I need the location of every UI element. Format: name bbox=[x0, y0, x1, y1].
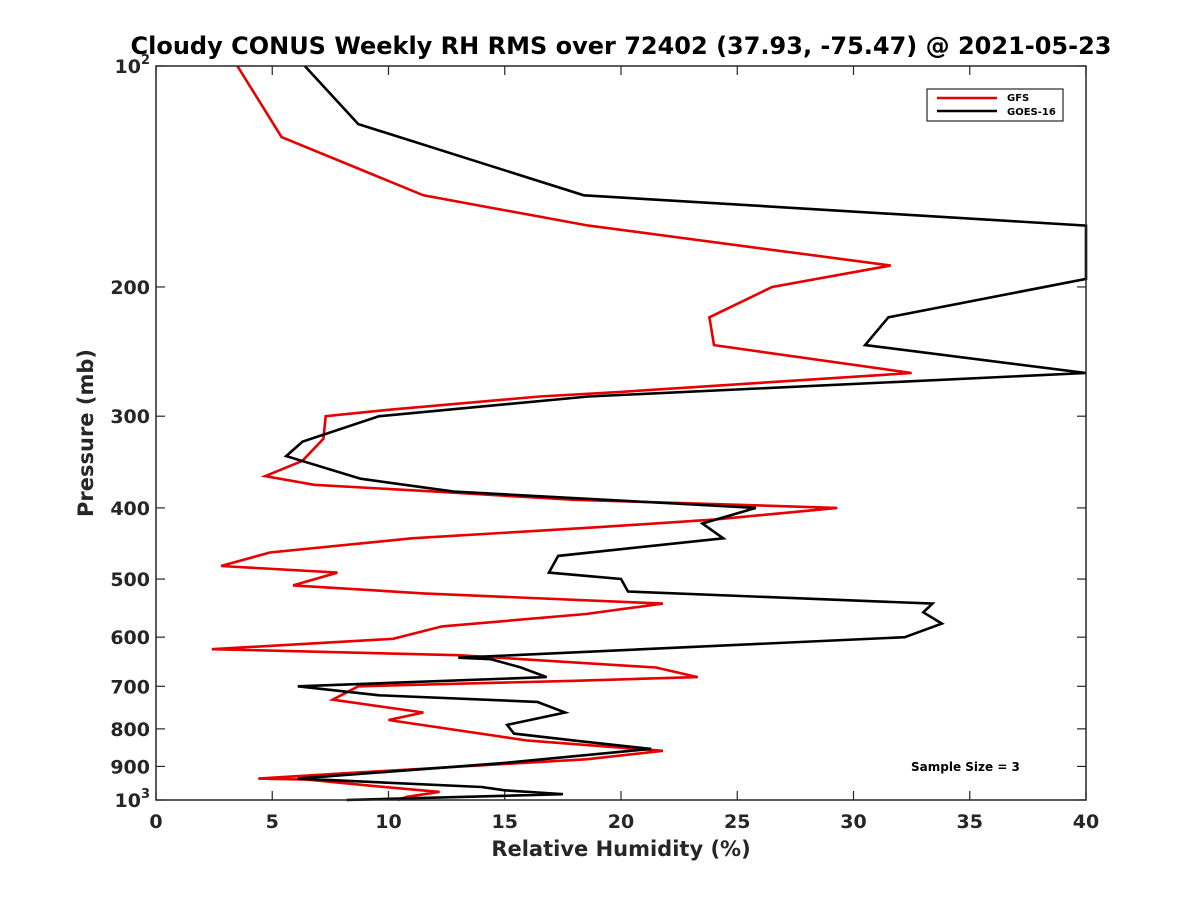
legend-box bbox=[926, 88, 1064, 122]
y-tick-label: 900 bbox=[110, 756, 150, 778]
y-tick-label-base: 500 bbox=[110, 569, 150, 591]
x-tick-label: 10 bbox=[375, 811, 401, 833]
y-tick-label-base: 10 bbox=[115, 790, 141, 812]
x-tick-label: 20 bbox=[608, 811, 634, 833]
y-tick-label-exponent: 2 bbox=[141, 53, 150, 68]
legend-label-gfs: GFS bbox=[1007, 93, 1029, 104]
y-axis-label: Pressure (mb) bbox=[74, 349, 98, 517]
x-axis-label: Relative Humidity (%) bbox=[491, 837, 750, 861]
series-line-gfs bbox=[211, 65, 912, 802]
y-tick-label-base: 400 bbox=[110, 498, 150, 520]
y-tick-label-base: 700 bbox=[110, 676, 150, 698]
legend: GFS GOES-16 bbox=[926, 88, 1064, 122]
y-tick-label-base: 600 bbox=[110, 627, 150, 649]
sample-size-annotation: Sample Size = 3 bbox=[911, 760, 1020, 774]
y-tick-label-base: 300 bbox=[110, 406, 150, 428]
y-tick-label: 400 bbox=[110, 498, 150, 520]
y-tick-label: 800 bbox=[110, 719, 150, 741]
x-tick-label: 0 bbox=[149, 811, 162, 833]
x-tick-label: 25 bbox=[724, 811, 750, 833]
x-tick-label: 15 bbox=[492, 811, 518, 833]
y-tick-label: 102 bbox=[115, 53, 151, 78]
y-tick-label: 103 bbox=[115, 787, 151, 812]
y-tick-label: 500 bbox=[110, 569, 150, 591]
legend-label-goes16: GOES-16 bbox=[1007, 107, 1056, 118]
plot-frame bbox=[155, 65, 1087, 801]
x-tick-label: 40 bbox=[1073, 811, 1099, 833]
y-tick-label: 700 bbox=[110, 676, 150, 698]
y-tick-label: 600 bbox=[110, 627, 150, 649]
x-tick-label: 30 bbox=[840, 811, 866, 833]
y-tick-label-base: 800 bbox=[110, 719, 150, 741]
x-axis-ticks: 0 5 10 15 20 25 30 35 40 bbox=[149, 66, 1099, 833]
y-tick-label: 300 bbox=[110, 406, 150, 428]
y-tick-label-base: 10 bbox=[115, 56, 141, 78]
x-tick-label: 35 bbox=[957, 811, 983, 833]
x-tick-label: 5 bbox=[266, 811, 279, 833]
y-tick-label: 200 bbox=[110, 277, 150, 299]
y-tick-label-exponent: 3 bbox=[141, 787, 150, 802]
y-tick-label-base: 200 bbox=[110, 277, 150, 299]
chart-title: Cloudy CONUS Weekly RH RMS over 72402 (3… bbox=[131, 32, 1112, 60]
y-tick-label-base: 900 bbox=[110, 756, 150, 778]
